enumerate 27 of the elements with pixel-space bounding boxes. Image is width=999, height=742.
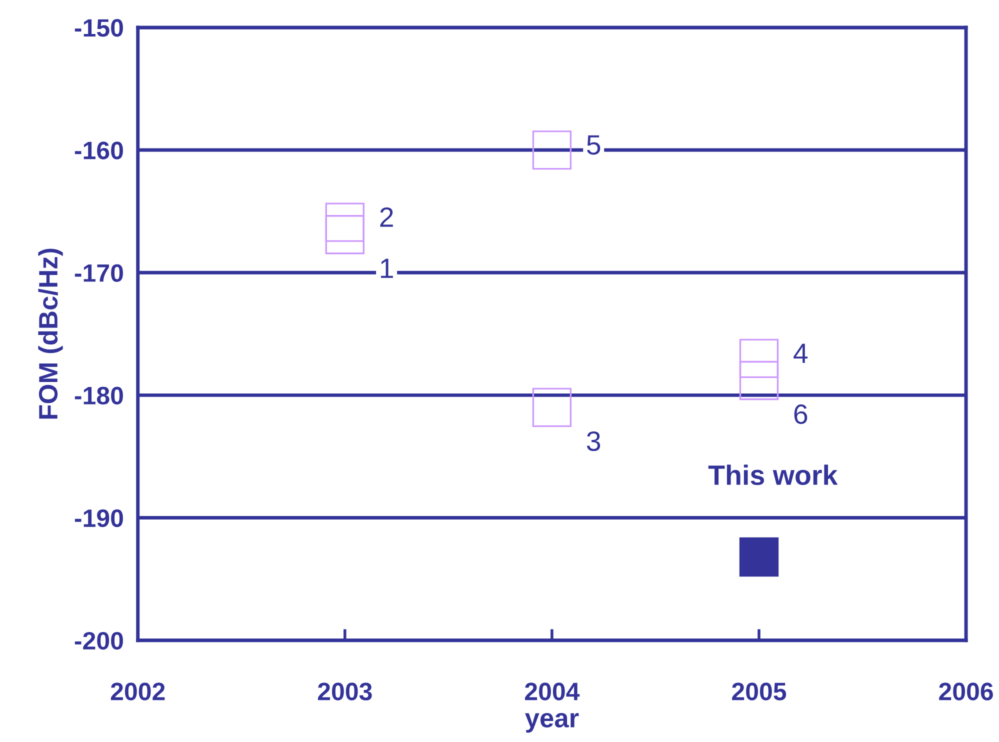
x-tick-label: 2004 (525, 682, 580, 700)
x-tick-label: 2002 (110, 682, 165, 700)
annotation: 6 (794, 404, 808, 424)
x-tick-label: 2006 (939, 682, 993, 700)
point (739, 537, 779, 577)
annotation: 5 (587, 135, 600, 155)
annotation: 4 (794, 344, 808, 363)
point (325, 215, 364, 254)
y-tick-label: -160 (74, 142, 123, 160)
point (325, 202, 364, 242)
x-tick-label: 2005 (732, 682, 786, 700)
x-axis-title: year (525, 713, 579, 733)
annotation: 3 (586, 431, 600, 452)
y-tick-label: -150 (74, 19, 123, 37)
point (739, 338, 779, 378)
y-tick-label: -190 (74, 509, 123, 528)
y-tick-label: -200 (74, 632, 123, 650)
point (739, 360, 779, 400)
y-tick-label: -170 (74, 264, 123, 282)
annotation: 1 (380, 258, 393, 278)
text: This work (708, 464, 838, 486)
point (532, 130, 572, 170)
y-tick-label: -180 (74, 386, 123, 404)
point (532, 388, 572, 428)
y-axis-title: FOM (dBc/Hz) (38, 248, 63, 419)
x-tick-label: 2003 (318, 682, 372, 700)
annotation: 2 (380, 207, 393, 227)
